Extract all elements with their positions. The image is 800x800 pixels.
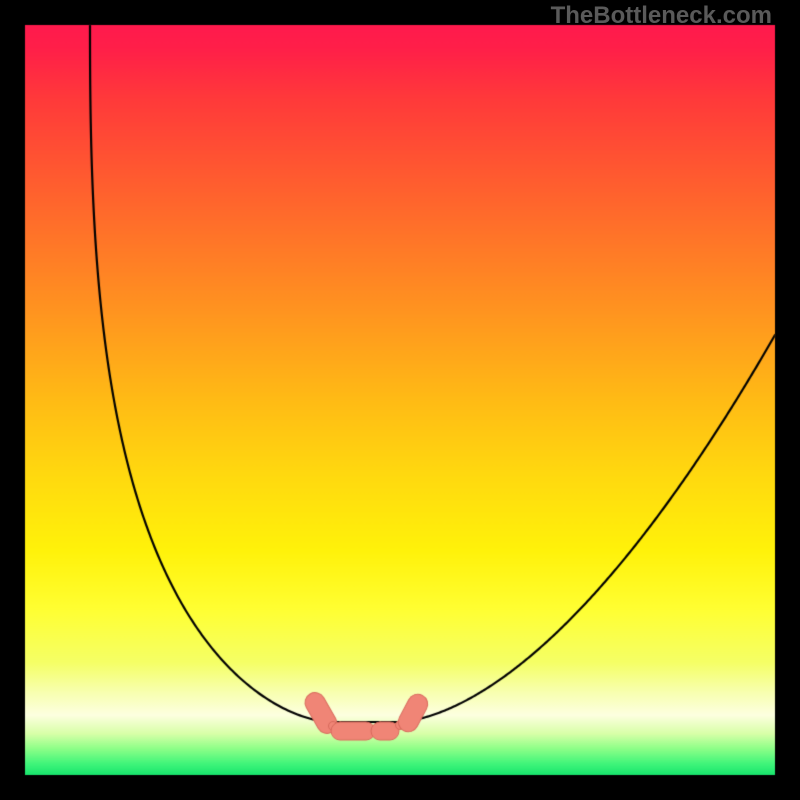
watermark-text: TheBottleneck.com (551, 2, 772, 30)
chart-stage: TheBottleneck.com (0, 0, 800, 800)
bottleneck-curve-canvas (0, 0, 800, 800)
